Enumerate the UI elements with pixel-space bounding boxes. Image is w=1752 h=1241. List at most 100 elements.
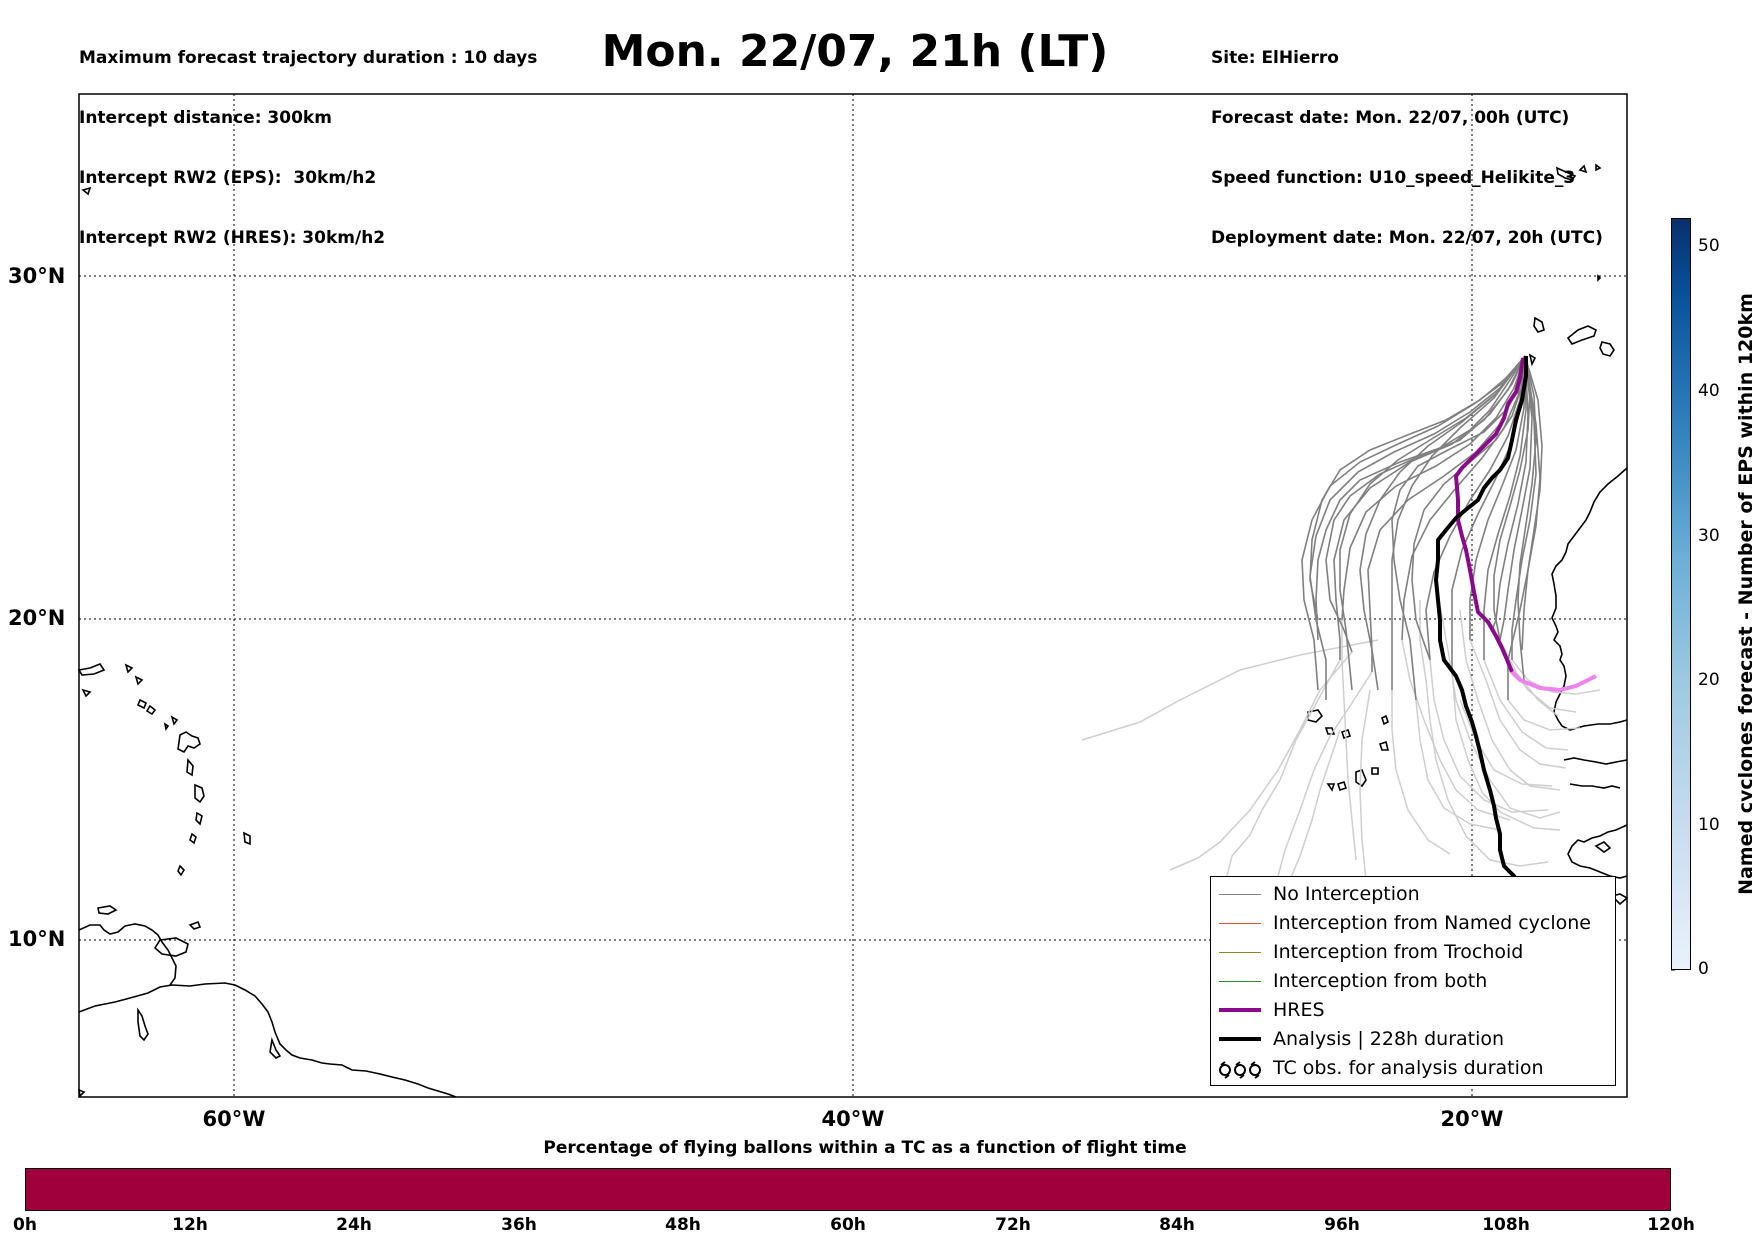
trajectory-light	[1169, 651, 1353, 871]
island-madeira-a	[1595, 163, 1602, 172]
header-intercept-hres: Intercept RW2 (HRES): 30km/h2	[79, 228, 386, 248]
flight-time-tick: 84h	[1159, 1215, 1195, 1235]
flight-time-tick: 0h	[13, 1215, 37, 1235]
legend-label: No Interception	[1273, 883, 1420, 905]
header-intercept-eps: Intercept RW2 (EPS): 30km/h2	[79, 168, 377, 188]
map-legend: No Interception Interception from Named …	[1210, 876, 1616, 1086]
trajectory	[1301, 355, 1526, 691]
legend-label: Interception from Named cyclone	[1273, 912, 1591, 934]
colorbar-tick: 0	[1698, 959, 1709, 979]
island-gran-canaria	[1533, 316, 1545, 333]
header-left-info: Maximum forecast trajectory duration : 1…	[79, 8, 537, 268]
island-st-lucia	[195, 811, 203, 826]
legend-label: HRES	[1273, 999, 1325, 1021]
legend-label: Analysis | 228h duration	[1273, 1028, 1505, 1050]
legend-line-olive	[1219, 952, 1261, 953]
lon-tick-40w: 40°W	[821, 1107, 885, 1131]
trajectory	[1391, 355, 1526, 690]
trajectory-light	[1225, 659, 1341, 881]
colorbar-right-label: Named cyclones forecast - Number of EPS …	[1735, 293, 1752, 895]
legend-line-orange	[1219, 923, 1261, 924]
trajectory	[1359, 355, 1526, 691]
map-frame	[78, 93, 1628, 1098]
lat-tick-20n: 20°N	[8, 606, 66, 630]
legend-label: Interception from Trochoid	[1273, 941, 1524, 963]
legend-item-hres: HRES	[1211, 996, 1615, 1025]
legend-line-gray	[1219, 894, 1261, 895]
island-trinidad	[153, 937, 189, 957]
island-st-kitts	[136, 698, 148, 710]
island-virgin	[124, 663, 134, 674]
island-maio	[1371, 767, 1379, 775]
flight-time-tick: 108h	[1482, 1215, 1530, 1235]
trajectory-light	[1483, 659, 1569, 751]
trajectory	[1511, 355, 1537, 660]
island-st-vincent	[189, 832, 197, 845]
island-guadeloupe	[177, 731, 201, 754]
lat-tick-10n: 10°N	[8, 927, 66, 951]
island-small-1	[1597, 274, 1602, 282]
trajectory-light	[1391, 690, 1451, 855]
trajectory-light	[1451, 669, 1561, 831]
island-boa-vista	[1378, 740, 1390, 751]
header-right-info: Site: ElHierro Forecast date: Mon. 22/07…	[1211, 8, 1603, 268]
trajectory-light	[1359, 689, 1371, 881]
trajectory-light	[1507, 699, 1581, 731]
header-intercept-distance: Intercept distance: 300km	[79, 108, 332, 128]
flight-time-tick: 48h	[665, 1215, 701, 1235]
flight-time-tick: 12h	[172, 1215, 208, 1235]
named-cyclone-colorbar	[1671, 218, 1691, 970]
island-dominica	[186, 757, 194, 777]
island-puerto-rico	[77, 663, 106, 676]
coast-orinoco	[269, 1037, 282, 1059]
trajectory-light	[1459, 609, 1561, 791]
island-top-left	[81, 186, 92, 196]
coast-venezuela-west	[78, 923, 177, 986]
flight-time-tick: 72h	[995, 1215, 1031, 1235]
trajectory	[1341, 355, 1526, 621]
header-max-duration: Maximum forecast trajectory duration : 1…	[79, 48, 538, 68]
hres-trajectory	[1453, 357, 1525, 673]
island-la-palma	[1528, 353, 1537, 367]
legend-line-black	[1219, 1037, 1261, 1041]
lon-tick-60w: 60°W	[202, 1107, 266, 1131]
header-deployment-date: Deployment date: Mon. 22/07, 20h (UTC)	[1211, 228, 1603, 248]
trajectory	[1493, 355, 1531, 641]
trajectory-light	[1289, 729, 1341, 881]
trajectory	[1483, 355, 1527, 660]
legend-item-both: Interception from both	[1211, 967, 1615, 996]
island-sal	[1381, 714, 1389, 726]
cyclone-symbols-icon	[1219, 1061, 1261, 1079]
trajectory	[1315, 355, 1526, 641]
coast-south-america	[78, 982, 457, 1098]
trajectory-light	[1459, 699, 1553, 787]
island-barbuda	[170, 715, 179, 726]
island-tobago	[188, 920, 202, 930]
legend-label: TC obs. for analysis duration	[1273, 1057, 1544, 1079]
colorbar-tick: 40	[1698, 381, 1720, 401]
island-margarita	[97, 905, 118, 915]
trajectory	[1499, 355, 1533, 641]
trajectory	[1309, 355, 1526, 700]
island-sao-vicente	[1324, 727, 1336, 735]
colorbar-tick: 20	[1698, 670, 1720, 690]
flight-time-colorbar	[25, 1168, 1671, 1211]
coast-senegal-river	[1563, 757, 1628, 765]
trajectory-light	[1275, 671, 1373, 906]
header-forecast-date: Forecast date: Mon. 22/07, 00h (UTC)	[1211, 108, 1570, 128]
coast-guyana	[137, 1007, 149, 1042]
trajectory-light	[1499, 639, 1559, 717]
legend-item-analysis: Analysis | 228h duration	[1211, 1025, 1615, 1054]
coast-gambia	[1569, 783, 1621, 789]
island-fuerteventura	[1578, 164, 1588, 174]
trajectory	[1517, 355, 1537, 681]
trajectories-no-interception	[1301, 355, 1543, 701]
trajectory	[1521, 355, 1543, 651]
flight-time-tick: 96h	[1324, 1215, 1360, 1235]
flight-time-tick: 36h	[501, 1215, 537, 1235]
trajectory	[1425, 355, 1526, 661]
island-tenerife	[1566, 325, 1597, 345]
island-barbados	[243, 831, 251, 846]
coast-africa	[1551, 467, 1628, 731]
island-brava	[1326, 783, 1336, 792]
